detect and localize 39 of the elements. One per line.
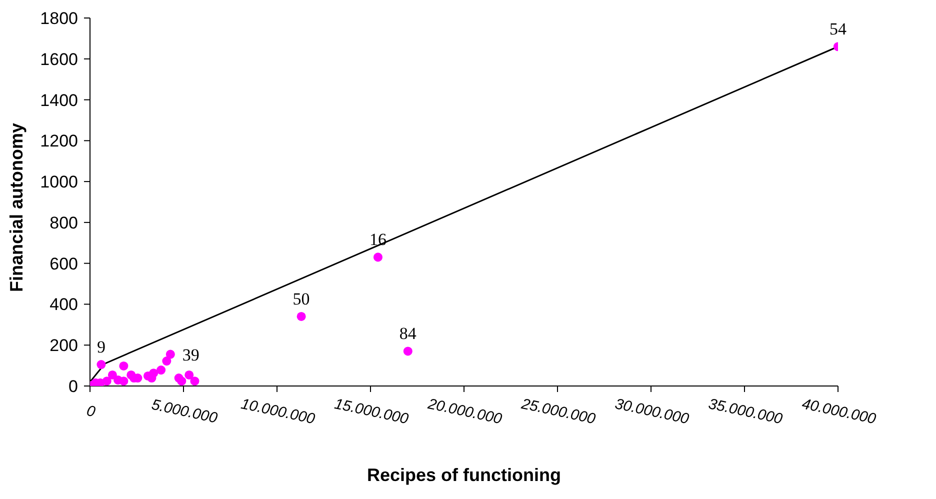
- x-axis-title: Recipes of functioning: [366, 465, 562, 485]
- y-tick-label: 1200: [40, 132, 78, 151]
- x-tick-label: 0: [85, 402, 98, 421]
- y-tick-label: 400: [50, 295, 78, 314]
- annotation: 84: [399, 324, 417, 344]
- point: [296, 312, 306, 321]
- point: [108, 370, 117, 380]
- point: [373, 252, 382, 262]
- point: [403, 346, 412, 356]
- x-tick-label: 5.000.000: [150, 396, 220, 427]
- x-tick-label: 15.000.000: [332, 395, 411, 428]
- x-tick-label: 35.000.000: [706, 395, 785, 428]
- point: [177, 376, 186, 386]
- y-tick-label: 0: [68, 377, 78, 396]
- point: [162, 356, 172, 366]
- y-axis-title: Financial autonomy: [6, 122, 26, 292]
- y-tick-label: 1400: [40, 90, 78, 110]
- annotation: 54: [830, 20, 847, 39]
- point: [119, 361, 128, 370]
- x-tick-label: 20.000.000: [425, 395, 504, 428]
- y-tick-label: 200: [50, 336, 78, 356]
- y-tick-label: 1800: [40, 9, 78, 28]
- x-tick-label: 40.000.000: [800, 395, 878, 428]
- annotation: 9: [96, 338, 106, 357]
- y-tick-label: 1600: [40, 50, 78, 69]
- point: [156, 366, 166, 375]
- x-tick-label: 25.000.000: [518, 395, 598, 428]
- point: [119, 376, 128, 386]
- y-tick-label: 1000: [40, 172, 78, 192]
- y-tick-label: 800: [50, 213, 78, 232]
- point: [184, 370, 194, 380]
- x-tick-label: 30.000.000: [613, 395, 692, 428]
- point: [166, 350, 175, 359]
- point: [190, 376, 200, 386]
- x-tick-label: 10.000.000: [239, 395, 318, 428]
- y-tick-label: 600: [50, 254, 78, 274]
- annotation: 39: [182, 345, 200, 364]
- point: [96, 360, 106, 370]
- annotation: 50: [292, 289, 310, 308]
